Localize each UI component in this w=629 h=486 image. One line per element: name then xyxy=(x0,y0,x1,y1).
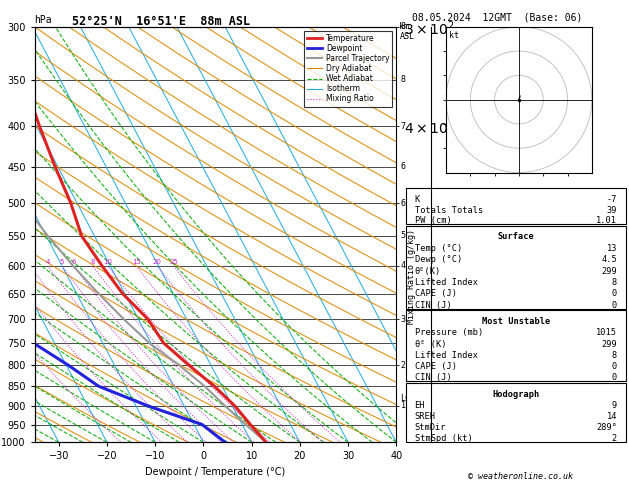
Text: 0: 0 xyxy=(612,362,617,371)
Text: 8: 8 xyxy=(401,22,406,31)
Text: θᴱ(K): θᴱ(K) xyxy=(415,266,441,276)
Text: 1.01: 1.01 xyxy=(596,216,617,226)
Text: Temp (°C): Temp (°C) xyxy=(415,244,462,253)
Text: © weatheronline.co.uk: © weatheronline.co.uk xyxy=(468,472,573,481)
Text: 8: 8 xyxy=(91,259,95,265)
Text: 6: 6 xyxy=(401,162,406,171)
Text: Most Unstable: Most Unstable xyxy=(482,317,550,326)
Text: 299: 299 xyxy=(601,340,617,348)
Text: 52°25'N  16°51'E  88m ASL: 52°25'N 16°51'E 88m ASL xyxy=(72,15,250,28)
Text: 1015: 1015 xyxy=(596,328,617,337)
Text: km
ASL: km ASL xyxy=(399,22,415,41)
Text: 1: 1 xyxy=(401,401,406,410)
Text: kt: kt xyxy=(449,31,459,40)
Text: Pressure (mb): Pressure (mb) xyxy=(415,328,483,337)
Text: 299: 299 xyxy=(601,266,617,276)
Text: StmDir: StmDir xyxy=(415,423,446,432)
Text: 20: 20 xyxy=(153,259,162,265)
Text: -7: -7 xyxy=(606,195,617,204)
Text: 08.05.2024  12GMT  (Base: 06): 08.05.2024 12GMT (Base: 06) xyxy=(412,12,582,22)
Text: PW (cm): PW (cm) xyxy=(415,216,451,226)
Text: Totals Totals: Totals Totals xyxy=(415,206,483,215)
Text: 8: 8 xyxy=(401,75,406,85)
Text: 2: 2 xyxy=(401,361,406,370)
Text: 4: 4 xyxy=(46,259,50,265)
Text: Hodograph: Hodograph xyxy=(492,390,540,399)
Text: 8: 8 xyxy=(612,351,617,360)
Text: EH: EH xyxy=(415,401,425,410)
Text: 4.5: 4.5 xyxy=(601,255,617,264)
Text: CAPE (J): CAPE (J) xyxy=(415,362,457,371)
Text: 9: 9 xyxy=(612,401,617,410)
Text: hPa: hPa xyxy=(35,15,52,25)
Text: Surface: Surface xyxy=(498,232,534,242)
Text: CIN (J): CIN (J) xyxy=(415,301,451,310)
Text: 5: 5 xyxy=(60,259,64,265)
Text: 13: 13 xyxy=(606,244,617,253)
Text: K: K xyxy=(415,195,420,204)
Text: 2: 2 xyxy=(612,434,617,443)
Text: 0: 0 xyxy=(612,289,617,298)
Legend: Temperature, Dewpoint, Parcel Trajectory, Dry Adiabat, Wet Adiabat, Isotherm, Mi: Temperature, Dewpoint, Parcel Trajectory… xyxy=(304,31,392,106)
Text: Lifted Index: Lifted Index xyxy=(415,351,477,360)
Text: StmSpd (kt): StmSpd (kt) xyxy=(415,434,472,443)
Text: LCL: LCL xyxy=(401,394,416,402)
Text: 8: 8 xyxy=(612,278,617,287)
Text: 15: 15 xyxy=(132,259,141,265)
Text: 39: 39 xyxy=(606,206,617,215)
Text: 14: 14 xyxy=(606,412,617,421)
Text: 25: 25 xyxy=(169,259,178,265)
Text: 7: 7 xyxy=(401,122,406,131)
X-axis label: Dewpoint / Temperature (°C): Dewpoint / Temperature (°C) xyxy=(145,467,286,477)
Text: 0: 0 xyxy=(612,301,617,310)
Text: 289°: 289° xyxy=(596,423,617,432)
Text: SREH: SREH xyxy=(415,412,435,421)
Text: Lifted Index: Lifted Index xyxy=(415,278,477,287)
Text: 4: 4 xyxy=(401,261,406,270)
Text: θᴱ (K): θᴱ (K) xyxy=(415,340,446,348)
Text: Mixing Ratio (g/kg): Mixing Ratio (g/kg) xyxy=(408,228,416,324)
Text: 0: 0 xyxy=(612,373,617,382)
Text: 10: 10 xyxy=(104,259,113,265)
Text: Dewp (°C): Dewp (°C) xyxy=(415,255,462,264)
Text: 6: 6 xyxy=(72,259,76,265)
Text: 5: 5 xyxy=(401,231,406,241)
Text: 6: 6 xyxy=(401,199,406,208)
Text: CIN (J): CIN (J) xyxy=(415,373,451,382)
Text: CAPE (J): CAPE (J) xyxy=(415,289,457,298)
Text: 3: 3 xyxy=(401,314,406,324)
